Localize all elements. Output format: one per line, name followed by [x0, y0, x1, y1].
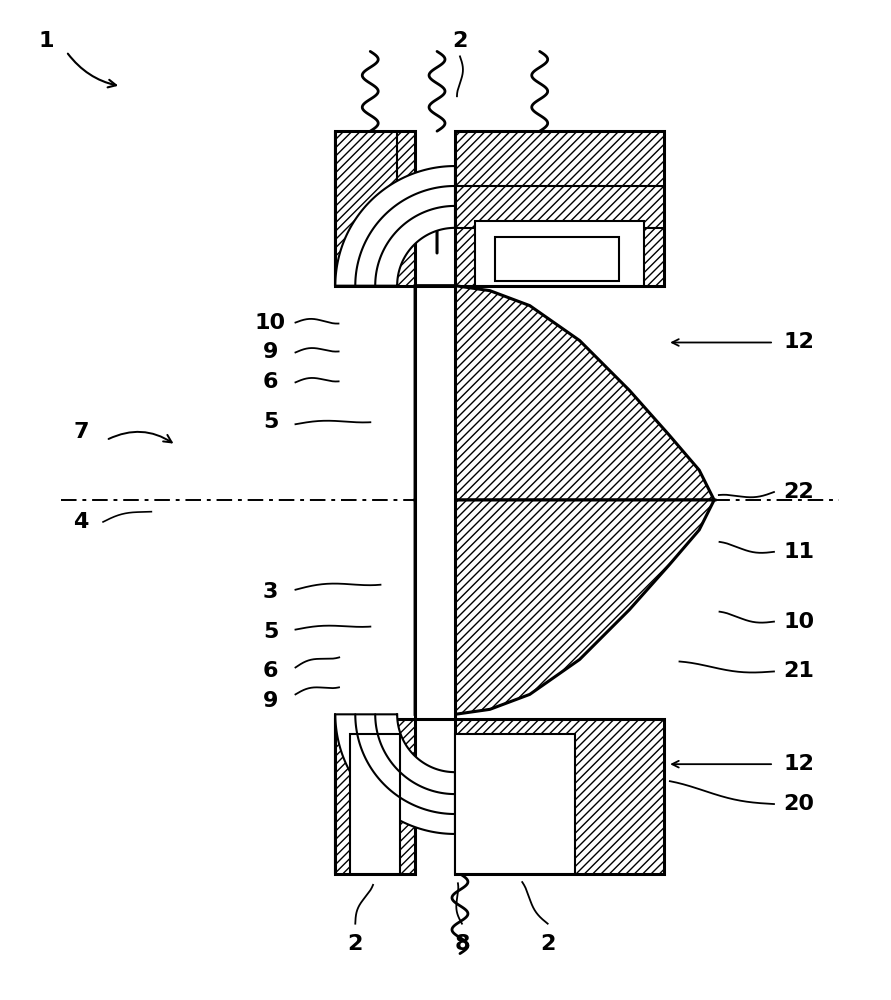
Text: 3: 3 [263, 582, 278, 602]
Text: 5: 5 [263, 622, 278, 642]
Bar [455, 734, 575, 874]
Text: 2: 2 [453, 31, 468, 51]
Bar [455, 719, 665, 874]
Text: 7: 7 [73, 422, 89, 442]
Text: 1: 1 [38, 31, 54, 51]
Bar [495, 237, 619, 281]
Polygon shape [335, 714, 455, 834]
Bar [475, 221, 644, 286]
Bar [335, 131, 415, 286]
Polygon shape [415, 500, 715, 714]
Text: 11: 11 [783, 542, 814, 562]
Bar [350, 734, 400, 874]
Text: 22: 22 [783, 482, 814, 502]
Text: 21: 21 [783, 661, 814, 681]
Text: 2: 2 [347, 934, 363, 954]
Bar [415, 286, 455, 719]
Text: 6: 6 [263, 372, 278, 392]
Text: 9: 9 [263, 342, 278, 362]
Text: 5: 5 [263, 412, 278, 432]
Polygon shape [335, 166, 455, 286]
Polygon shape [415, 286, 715, 500]
Text: 9: 9 [263, 691, 278, 711]
Text: 12: 12 [783, 754, 814, 774]
Bar [335, 719, 415, 874]
Text: 4: 4 [73, 512, 89, 532]
Text: 20: 20 [783, 794, 814, 814]
Text: 10: 10 [783, 612, 814, 632]
Text: 6: 6 [263, 661, 278, 681]
Text: 10: 10 [255, 313, 286, 333]
Bar [455, 131, 665, 286]
Text: 8: 8 [454, 934, 470, 954]
Text: 2: 2 [540, 934, 555, 954]
Text: 12: 12 [783, 332, 814, 352]
